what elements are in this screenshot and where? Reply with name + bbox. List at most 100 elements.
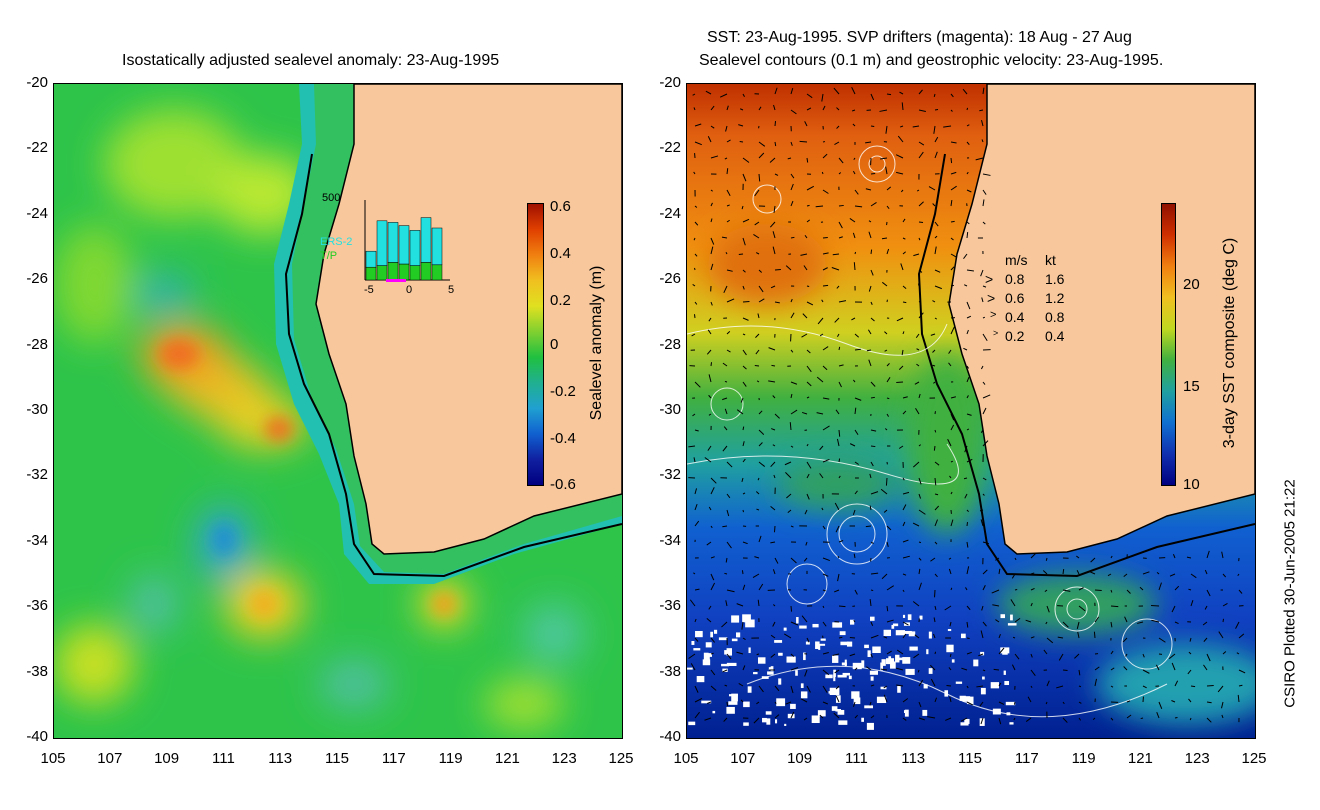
lat-tick-label: -28	[26, 335, 48, 353]
inset-bar-tp	[398, 263, 410, 281]
lat-tick-label: -34	[659, 531, 681, 549]
sst-map-graphic	[687, 84, 1255, 738]
lon-tick-label: 117	[381, 750, 406, 767]
sla-cbar-tick: 0	[550, 336, 559, 353]
inset-legend-tp: T/P	[320, 250, 338, 262]
sst-cbar-tick: 10	[1183, 476, 1200, 493]
lon-tick-label: 123	[551, 750, 577, 767]
lon-tick-label: 125	[608, 750, 634, 767]
lon-tick-label: 113	[268, 750, 293, 767]
inset-bar-ers2	[420, 217, 432, 263]
plot-credit: CSIRO Plotted 30-Jun-2005 21:22	[1281, 479, 1299, 708]
right-map-title-line2: Sealevel contours (0.1 m) and geostrophi…	[699, 52, 1164, 69]
lat-tick-label: -26	[659, 270, 681, 288]
inset-bar-tp	[387, 262, 399, 281]
lon-tick-label: 119	[438, 750, 463, 767]
inset-xtick: -5	[364, 284, 374, 296]
lat-tick-label: -30	[26, 401, 48, 418]
velocity-arrow-icon: >	[987, 290, 996, 306]
sst-map[interactable]	[686, 83, 1256, 739]
sla-cbar-tick: -0.6	[550, 476, 576, 493]
lon-tick-label: 115	[325, 750, 349, 767]
lat-tick-label: -40	[26, 728, 48, 745]
australia-landmass-left	[315, 84, 622, 555]
sla-cbar-tick: 0.2	[550, 292, 571, 309]
velocity-legend-kt: 1.2	[1045, 290, 1065, 306]
sst-colorbar	[1161, 203, 1176, 486]
lon-tick-label: 105	[673, 750, 699, 767]
lon-tick-label: 115	[958, 750, 982, 767]
observation-count-inset: 500 ERS-2 T/P -5 0 5	[320, 190, 460, 300]
lon-tick-label: 123	[1184, 750, 1210, 767]
sst-cbar-tick: 20	[1183, 276, 1200, 293]
inset-bar-tp	[409, 265, 421, 281]
inset-date-marker	[386, 279, 406, 282]
lon-tick-label: 111	[844, 750, 868, 767]
lon-tick-label: 107	[97, 750, 123, 767]
lon-tick-label: 117	[1014, 750, 1039, 767]
velocity-arrow-icon: >	[993, 328, 999, 338]
sst-colorbar-label: 3-day SST composite (deg C)	[1221, 237, 1238, 449]
inset-bar-tp	[431, 264, 443, 281]
lat-tick-label: -22	[659, 139, 681, 157]
velocity-legend-kt: 0.4	[1045, 328, 1065, 344]
lon-tick-label: 121	[1127, 750, 1153, 767]
inset-bar-ers2	[398, 225, 410, 265]
lat-tick-label: -36	[26, 597, 48, 615]
velocity-legend: m/s kt > 0.8 1.6 > 0.6 1.2 > 0.4 0.8 > 0…	[985, 252, 1085, 348]
inset-bar-ers2	[387, 222, 399, 263]
lat-tick-label: -30	[659, 401, 681, 418]
velocity-legend-ms: 0.2	[1005, 328, 1025, 344]
inset-bar-tp	[376, 265, 388, 281]
sst-cbar-tick: 15	[1183, 378, 1200, 395]
sla-cbar-tick: 0.4	[550, 245, 571, 262]
lon-tick-label: 119	[1071, 750, 1096, 767]
inset-legend-ers2: ERS-2	[320, 236, 353, 248]
inset-chart	[364, 200, 450, 282]
velocity-legend-ms: 0.8	[1005, 271, 1025, 287]
lat-tick-label: -28	[659, 335, 681, 353]
inset-bar-ers2	[409, 230, 421, 266]
lon-tick-label: 109	[154, 750, 180, 767]
inset-bar-ers2	[365, 250, 377, 268]
sla-cbar-tick: 0.6	[550, 198, 571, 215]
velocity-arrow-icon: >	[985, 271, 994, 287]
lat-tick-label: -34	[26, 531, 48, 549]
velocity-legend-ms: 0.6	[1005, 290, 1025, 306]
inset-xtick: 0	[406, 284, 413, 296]
lat-tick-label: -38	[659, 662, 681, 680]
lon-tick-label: 113	[901, 750, 926, 767]
inset-xtick: 5	[448, 284, 455, 296]
lat-tick-label: -22	[26, 139, 48, 157]
lon-tick-label: 125	[1241, 750, 1267, 767]
australia-landmass-right	[948, 84, 1255, 555]
left-map-title: Isostatically adjusted sealevel anomaly:…	[122, 52, 500, 69]
lon-tick-label: 121	[494, 750, 520, 767]
sla-colorbar	[527, 203, 544, 486]
inset-bar-ers2	[376, 220, 388, 266]
lon-tick-label: 105	[40, 750, 66, 767]
lat-tick-label: -24	[26, 204, 48, 222]
inset-bar-tp	[365, 266, 377, 281]
sla-cbar-tick: -0.4	[550, 430, 576, 447]
inset-ymax-label: 500	[322, 192, 341, 204]
velocity-legend-header-ms: m/s	[1005, 252, 1028, 268]
sla-colorbar-label: Sealevel anomaly (m)	[588, 265, 605, 421]
velocity-legend-kt: 1.6	[1045, 271, 1065, 287]
velocity-legend-kt: 0.8	[1045, 309, 1065, 325]
lat-tick-label: -24	[659, 204, 681, 222]
lat-tick-label: -20	[26, 74, 48, 91]
sla-cbar-tick: -0.2	[550, 383, 576, 400]
lon-tick-label: 107	[730, 750, 756, 767]
lon-tick-label: 109	[787, 750, 813, 767]
lat-tick-label: -36	[659, 597, 681, 615]
lat-tick-label: -32	[659, 466, 681, 484]
lat-tick-label: -40	[659, 728, 681, 745]
right-map-title-line1: SST: 23-Aug-1995. SVP drifters (magenta)…	[707, 29, 1132, 46]
lat-tick-label: -38	[26, 662, 48, 680]
lon-tick-label: 111	[211, 750, 235, 767]
velocity-legend-header-kt: kt	[1045, 252, 1056, 268]
velocity-arrow-icon: >	[990, 309, 997, 321]
lat-tick-label: -20	[659, 74, 681, 91]
inset-bar-ers2	[431, 227, 443, 266]
